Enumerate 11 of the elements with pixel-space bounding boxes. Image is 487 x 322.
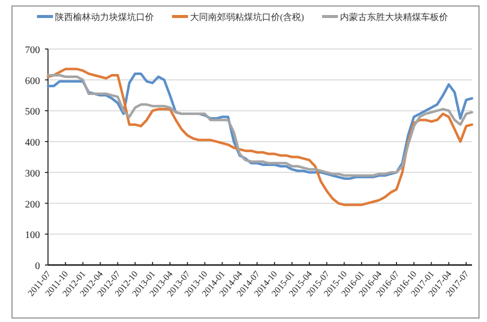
y-tick-label: 600 (25, 76, 40, 87)
legend-label: 内蒙古东胜大块精煤车板价 (340, 12, 448, 22)
y-tick-label: 100 (25, 230, 40, 242)
y-tick-label: 400 (25, 138, 40, 149)
y-tick-label: 200 (25, 199, 40, 210)
y-tick-label: 500 (25, 106, 40, 118)
y-tick-label: 0 (35, 261, 40, 272)
y-tick-label: 700 (25, 45, 40, 56)
legend-label: 大同南郊弱粘煤坑口价(含税) (190, 12, 304, 22)
y-tick-label: 300 (25, 168, 40, 180)
legend-label: 陕西榆林动力块煤坑口价 (55, 12, 154, 22)
